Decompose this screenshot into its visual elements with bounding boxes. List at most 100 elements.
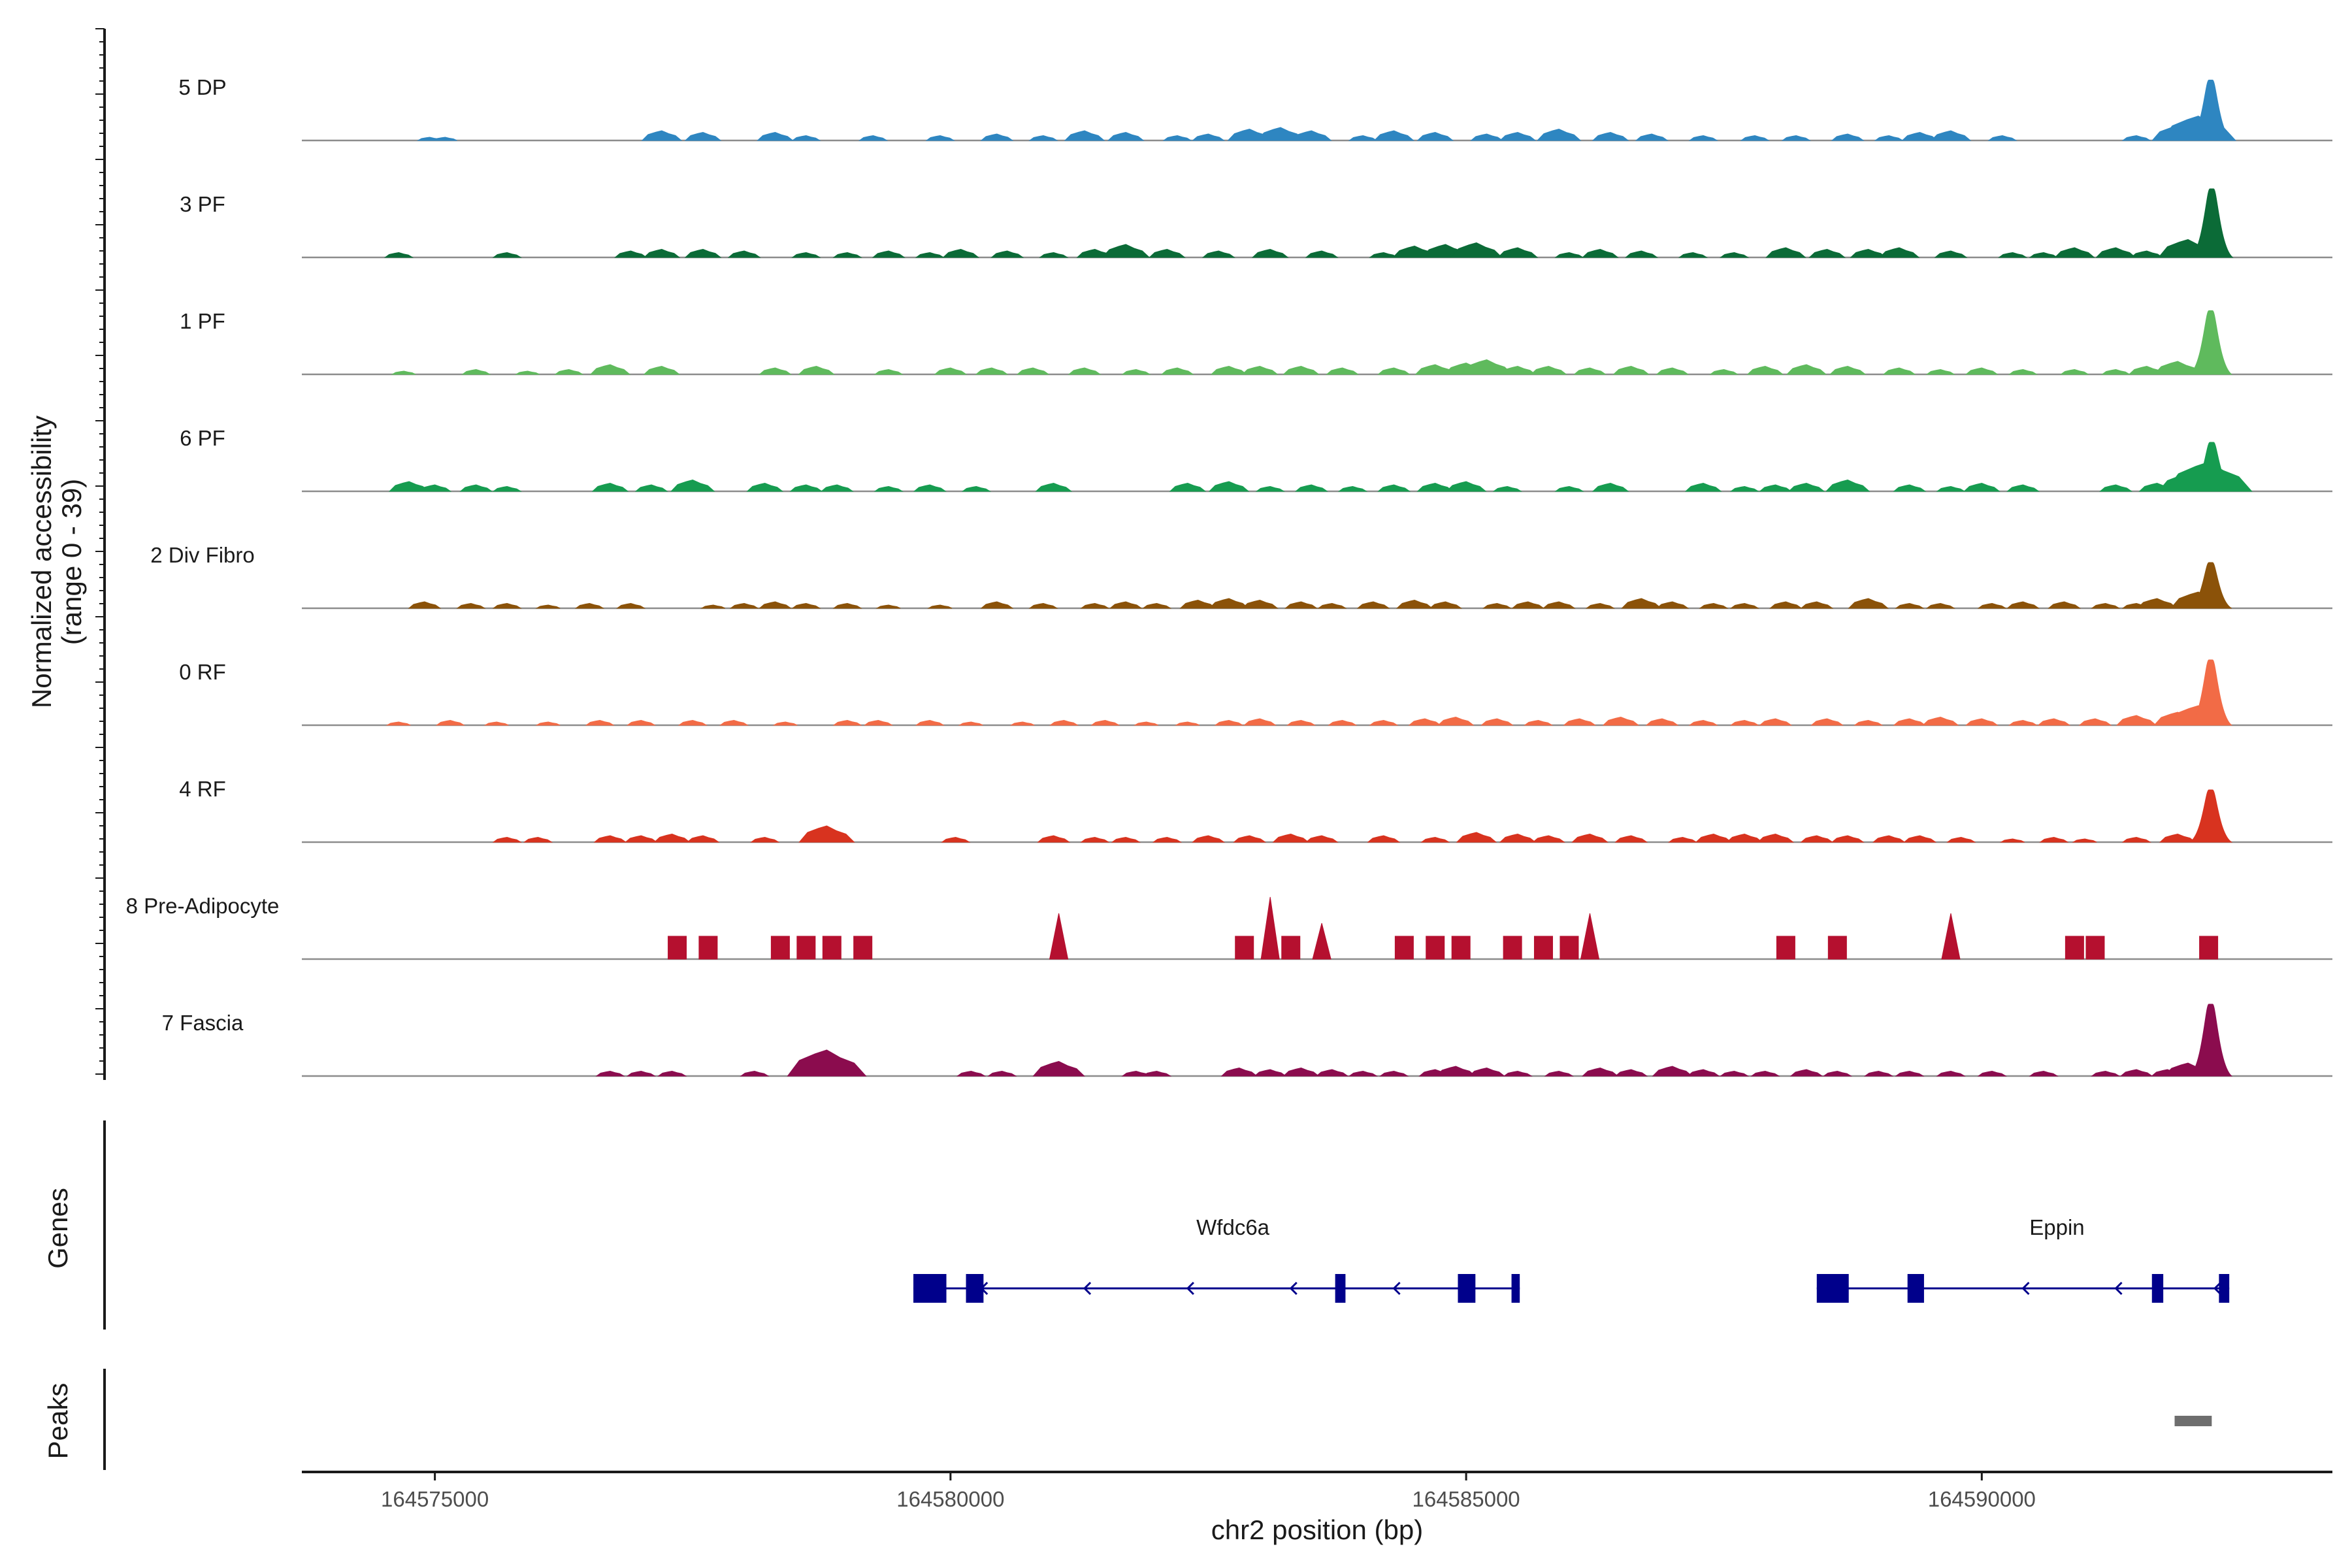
- coverage-peak: [2159, 833, 2197, 843]
- coverage-peak: [1468, 1067, 1506, 1077]
- gene-wfdc6a: Wfdc6a: [913, 1215, 1520, 1303]
- coverage-peak: [1326, 367, 1360, 375]
- coverage-peak: [1765, 247, 1806, 258]
- coverage-peak: [1068, 367, 1102, 375]
- coverage-peak: [1893, 484, 1927, 492]
- coverage-peak: [1645, 718, 1679, 726]
- coverage-peak: [1429, 601, 1463, 609]
- coverage-peak: [1614, 835, 1648, 843]
- coverage-peak: [1729, 719, 1760, 726]
- coverage-peak: [925, 135, 955, 141]
- coverage-peak: [2189, 442, 2234, 492]
- coverage-peak: [1373, 130, 1414, 141]
- coverage-peak: [641, 130, 683, 141]
- peaks-axis-title: Peaks: [42, 1383, 73, 1460]
- gene-eppin: Eppin: [1816, 1215, 2230, 1303]
- x-tick-label: 164585000: [1412, 1487, 1520, 1511]
- coverage-peak: [1032, 1060, 1085, 1077]
- coverage-peak: [2072, 838, 2097, 843]
- coverage-peak: [1499, 131, 1537, 141]
- coverage-peak: [1709, 368, 1739, 375]
- coverage-peak: [1684, 482, 1722, 492]
- coverage-peak: [700, 604, 726, 609]
- track-label: 3 PF: [180, 192, 225, 216]
- coverage-peak: [435, 719, 466, 726]
- coverage-peak: [1511, 601, 1545, 609]
- coverage-peak: [1530, 365, 1567, 375]
- coverage-peak: [1141, 1070, 1172, 1077]
- coverage-peak: [1831, 835, 1865, 843]
- coverage-peak: [1377, 367, 1411, 375]
- gene-exon: [1816, 1274, 1849, 1303]
- coverage-peak: [942, 248, 980, 258]
- coverage-peak: [492, 485, 522, 492]
- coverage-peak: [2189, 659, 2233, 726]
- coverage-peak: [789, 484, 823, 492]
- coverage-peak: [1377, 484, 1411, 492]
- coverage-peak: [1121, 368, 1151, 375]
- coverage-peak: [1998, 252, 2028, 258]
- coverage-peak: [1719, 1070, 1750, 1077]
- coverage-peak: [684, 248, 722, 258]
- track-label: 4 RF: [179, 777, 226, 801]
- coverage-peak: [2008, 368, 2038, 375]
- coverage-peak: [678, 719, 708, 726]
- coverage-peak: [750, 836, 780, 843]
- coverage-peak: [740, 1070, 770, 1077]
- coverage-peak: [915, 719, 945, 726]
- coverage-peak: [1456, 832, 1497, 843]
- coverage-peak: [791, 602, 821, 609]
- coverage-peak: [1686, 1069, 1720, 1077]
- coverage-peak: [1524, 719, 1554, 726]
- coverage-peak: [1282, 1067, 1320, 1077]
- coverage-peak: [1573, 367, 1607, 375]
- gene-label: Wfdc6a: [1196, 1215, 1270, 1239]
- coverage-peak: [791, 135, 821, 141]
- coverage-peak: [2115, 715, 2157, 726]
- coverage-peak: [1251, 248, 1289, 258]
- coverage-peak: [643, 248, 681, 258]
- coverage-peak: [2039, 836, 2069, 843]
- coverage-peak: [2189, 562, 2232, 609]
- track-2-div-fibro: 2 Div Fibro: [150, 543, 2332, 610]
- coverage-peak: [729, 602, 759, 609]
- coverage-peak: [593, 835, 627, 843]
- coverage-peak: [958, 721, 983, 726]
- coverage-peak: [1037, 835, 1071, 843]
- coverage-peak: [1328, 719, 1358, 726]
- coverage-peak: [1201, 250, 1235, 258]
- coverage-peak: [832, 252, 862, 258]
- coverage-peak: [913, 484, 947, 492]
- coverage-peak: [1531, 835, 1565, 843]
- coverage-peak: [1080, 836, 1110, 843]
- peaks-panel: [2174, 1416, 2212, 1426]
- gene-exon: [2151, 1274, 2164, 1303]
- coverage-peak: [2078, 718, 2112, 726]
- coverage-peak: [554, 368, 584, 375]
- coverage-peak: [853, 936, 873, 960]
- coverage-peak: [483, 721, 509, 726]
- coverage-peak: [535, 721, 561, 726]
- strand-arrow: [980, 1281, 988, 1296]
- coverage-peak: [1162, 135, 1192, 141]
- coverage-peak: [934, 367, 968, 375]
- coverage-peak: [1141, 602, 1172, 609]
- coverage-peak: [1503, 936, 1522, 960]
- coverage-peak: [391, 370, 416, 375]
- coverage-peak: [1656, 601, 1690, 609]
- coverage-peak: [1554, 485, 1584, 492]
- coverage-peak: [492, 252, 522, 258]
- track-6-pf: 6 PF: [180, 426, 2332, 493]
- coverage-peak: [2006, 601, 2040, 609]
- genes-axis-title: Genes: [42, 1188, 73, 1269]
- coverage-peak: [1281, 936, 1301, 960]
- coverage-peak: [832, 602, 862, 609]
- coverage-peak: [1394, 936, 1414, 960]
- coverage-peak: [1678, 252, 1708, 258]
- coverage-peak: [719, 719, 749, 726]
- coverage-peak: [1028, 135, 1058, 141]
- coverage-peak: [626, 1070, 657, 1077]
- coverage-peak: [1451, 936, 1471, 960]
- coverage-peak: [1740, 135, 1770, 141]
- coverage-peak: [634, 484, 668, 492]
